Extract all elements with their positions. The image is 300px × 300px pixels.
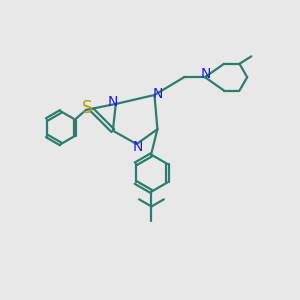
Text: N: N <box>108 94 118 109</box>
Text: S: S <box>81 99 92 117</box>
Text: N: N <box>152 86 163 100</box>
Text: N: N <box>201 67 211 81</box>
Text: N: N <box>133 140 143 154</box>
